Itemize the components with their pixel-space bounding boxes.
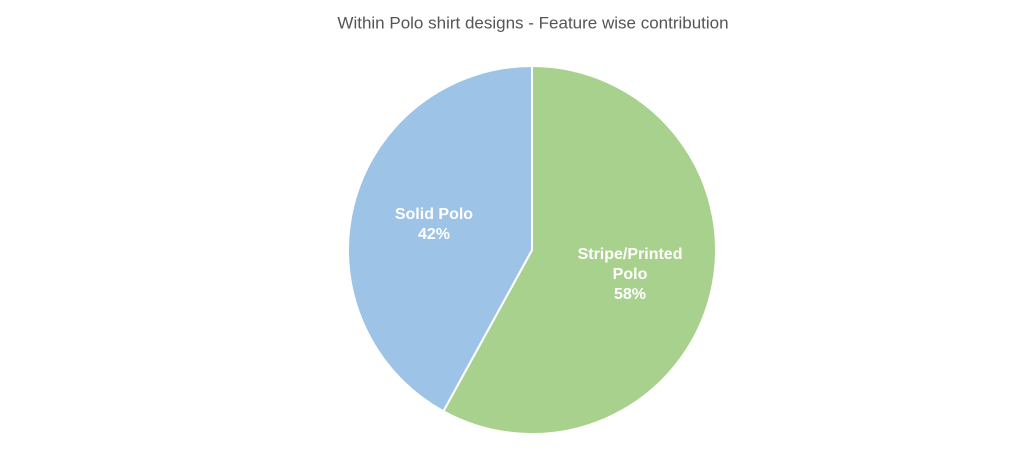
slice-label: Solid Polo 42% xyxy=(364,205,504,245)
pie-slice xyxy=(347,64,533,413)
category-label: Stripe/Printed Polo xyxy=(577,246,683,284)
chart-title: Within Polo shirt designs - Feature wise… xyxy=(337,13,728,32)
slice-label: Stripe/Printed Polo 58% xyxy=(560,245,700,305)
pie-slice xyxy=(441,64,717,435)
value-label: 58% xyxy=(614,286,647,304)
category-label: Solid Polo xyxy=(394,205,474,223)
value-label: 42% xyxy=(417,225,450,243)
